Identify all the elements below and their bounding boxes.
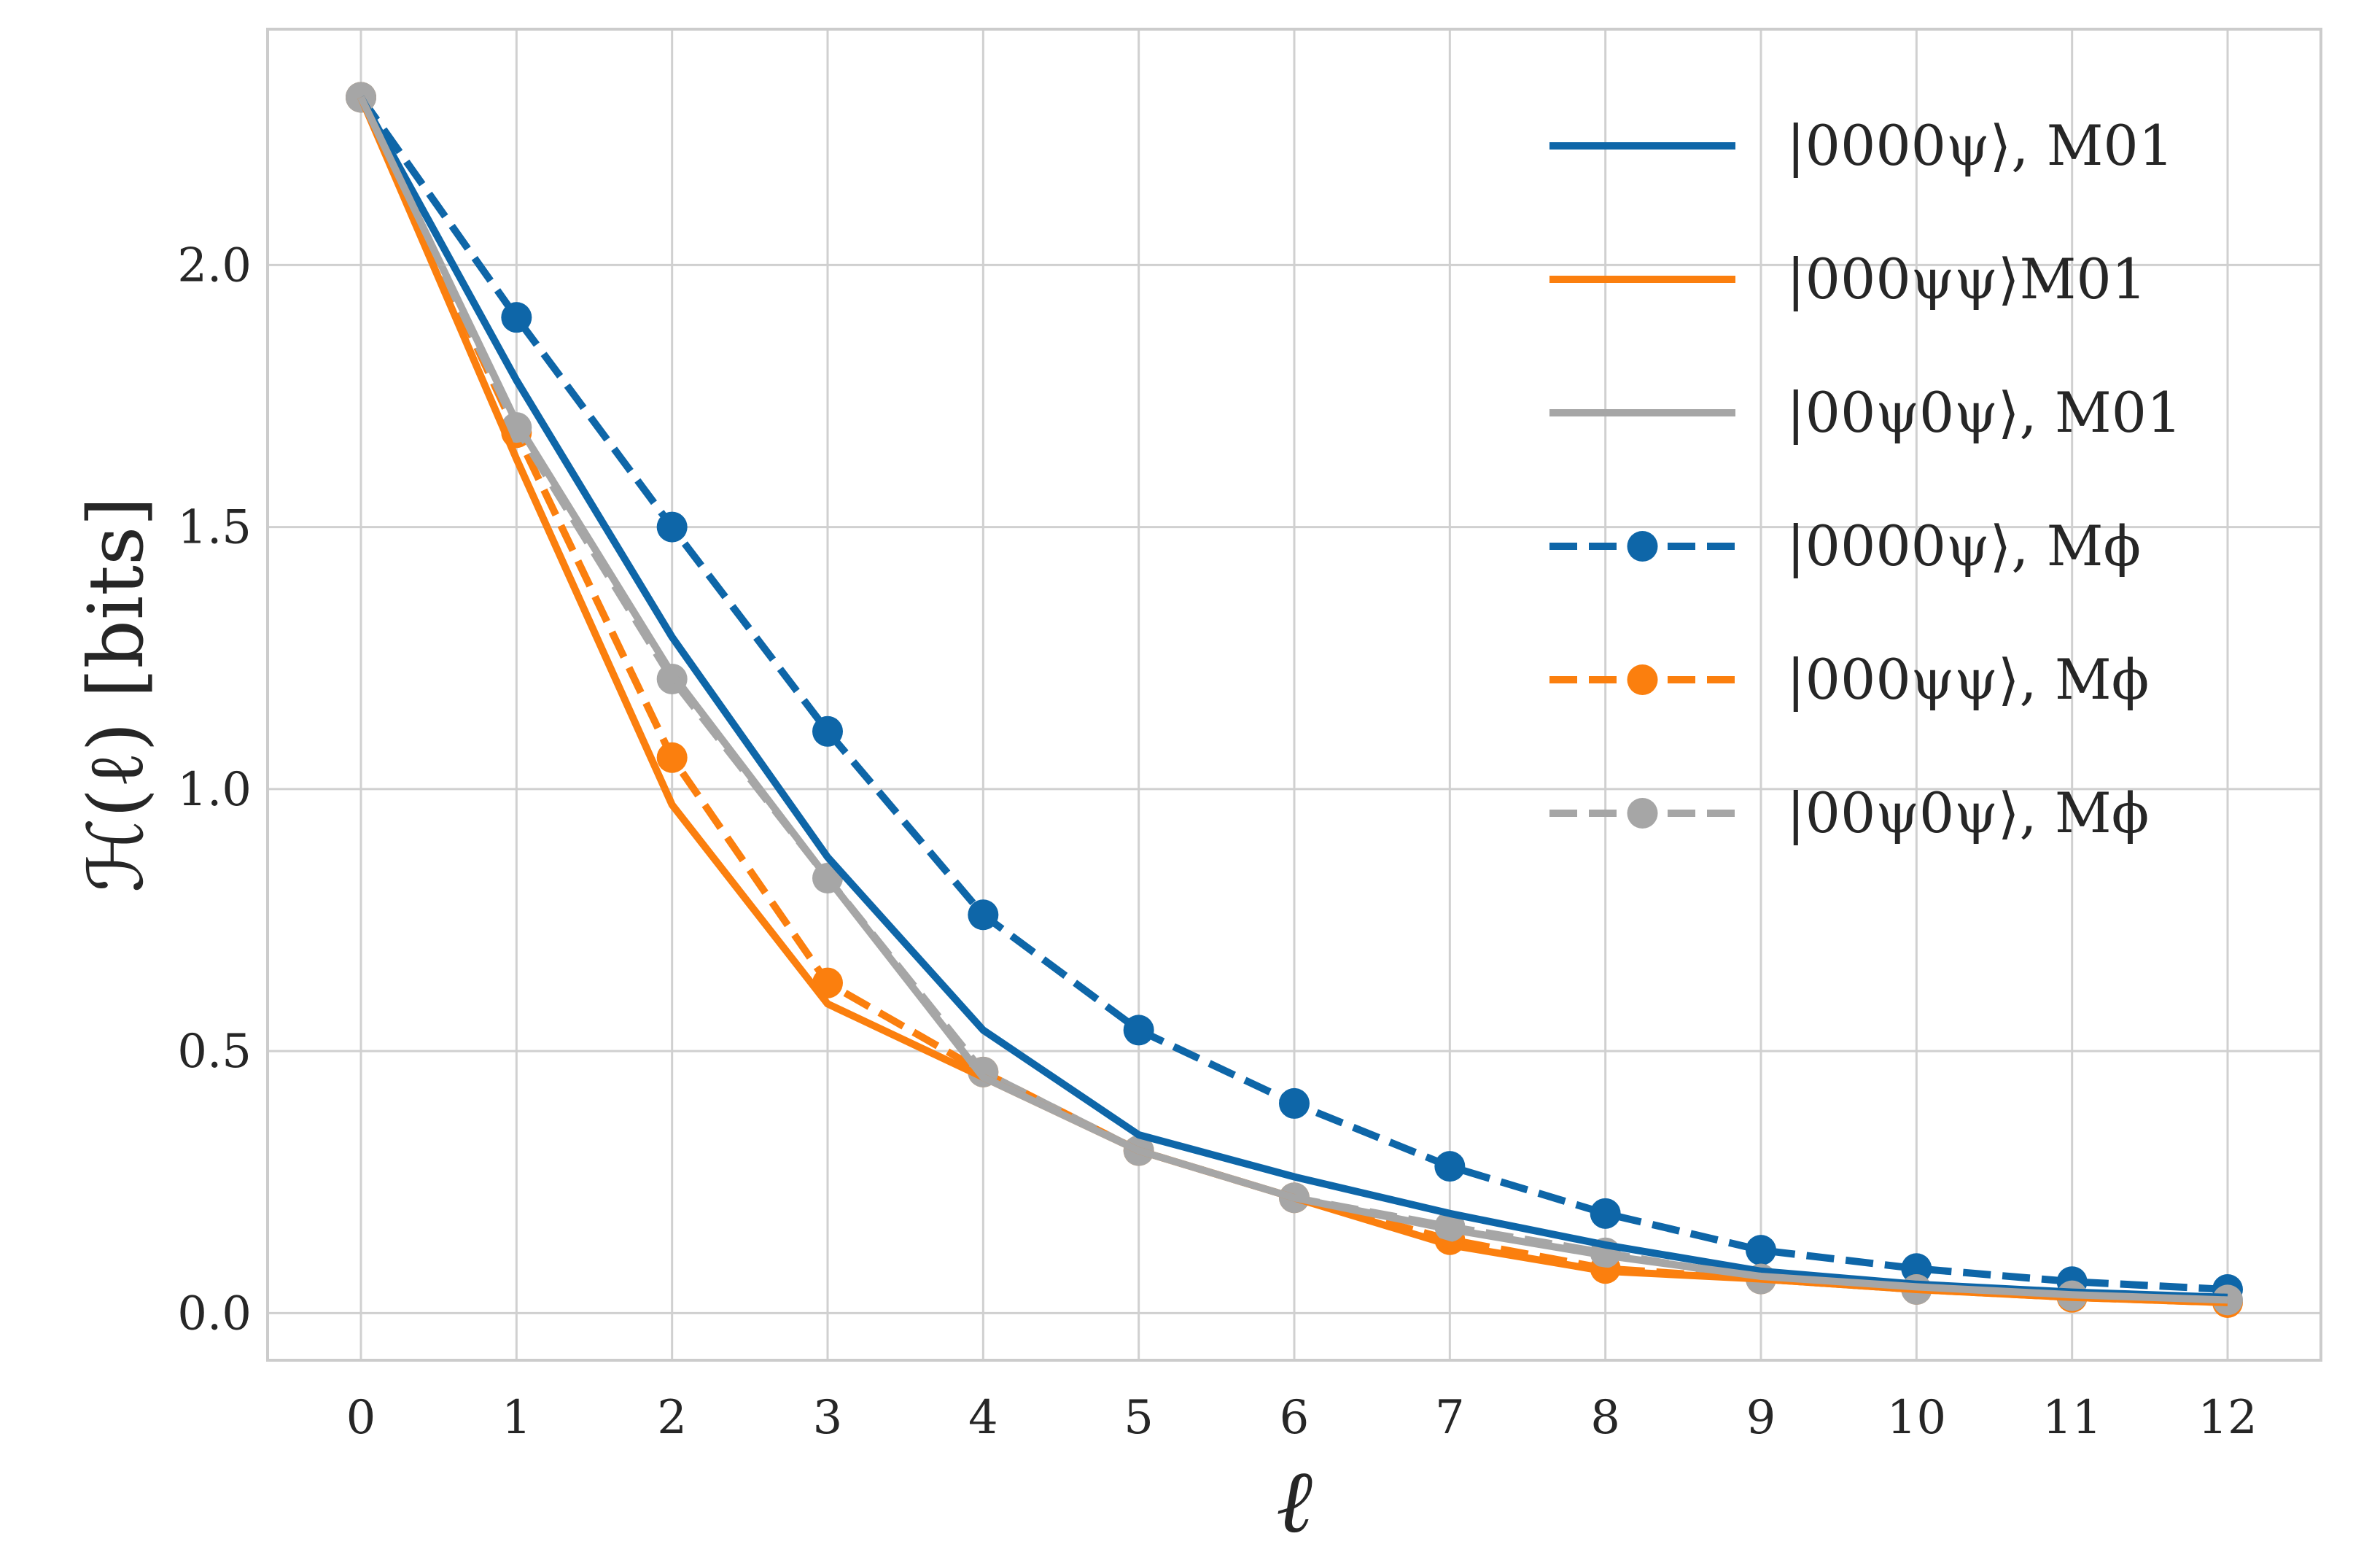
- series-layer: [346, 82, 2243, 1318]
- legend-label: |0000ψ⟩, M01: [1786, 113, 2174, 178]
- plot-frame: [266, 28, 2322, 1362]
- legend-label: |00ψ0ψ⟩, Mϕ: [1786, 780, 2149, 845]
- y-tick-label: 0.0: [177, 1287, 252, 1341]
- series-3: [346, 82, 2243, 1306]
- y-tick-label: 0.5: [177, 1025, 252, 1079]
- data-point: [1901, 1253, 1932, 1284]
- y-tick-label: 2.0: [177, 238, 252, 292]
- data-point: [1123, 1015, 1154, 1046]
- y-tick-label: 1.0: [177, 763, 252, 817]
- data-point: [812, 715, 843, 747]
- legend-item: |0000ψ⟩, Mϕ: [1549, 513, 2141, 578]
- tick-labels: 0 1 2 3 4 5 6 7 8 9 10 11 120.00.51.01.52.0: [177, 238, 2258, 1445]
- x-tick-label: 4: [968, 1391, 998, 1445]
- legend-item: |000ψψ⟩, Mϕ: [1549, 647, 2149, 712]
- legend-item: |0000ψ⟩, M01: [1549, 113, 2174, 178]
- data-point: [1279, 1087, 1310, 1119]
- x-tick-label: 10: [1887, 1391, 1946, 1445]
- legend: |0000ψ⟩, M01 |000ψψ⟩M01 |00ψ0ψ⟩, M01 |0000ψ…: [1549, 113, 2182, 845]
- grid: [268, 29, 2321, 1360]
- legend-marker: [1627, 664, 1658, 695]
- x-tick-label: 12: [2198, 1391, 2257, 1445]
- legend-item: |00ψ0ψ⟩, Mϕ: [1549, 780, 2149, 845]
- legend-marker: [1627, 531, 1658, 562]
- x-tick-label: 2: [657, 1391, 687, 1445]
- x-tick-label: 7: [1435, 1391, 1465, 1445]
- legend-label: |00ψ0ψ⟩, M01: [1786, 380, 2182, 445]
- legend-label: |000ψψ⟩M01: [1786, 247, 2147, 311]
- legend-label: |000ψψ⟩, Mϕ: [1786, 647, 2149, 712]
- x-tick-label: 8: [1590, 1391, 1620, 1445]
- data-point: [1746, 1235, 1776, 1266]
- legend-item: |000ψψ⟩M01: [1549, 247, 2147, 311]
- legend-item: |00ψ0ψ⟩, M01: [1549, 380, 2182, 445]
- data-point: [1434, 1151, 1466, 1182]
- x-axis-title: ℓ: [1276, 1451, 1312, 1553]
- legend-marker: [1627, 798, 1658, 829]
- y-axis-title: ℋ(ℓ) [bits]: [71, 497, 160, 893]
- x-tick-label: 9: [1746, 1391, 1776, 1445]
- series-2: [357, 96, 2228, 1304]
- series-line: [357, 96, 2228, 1304]
- data-point: [656, 742, 688, 773]
- x-tick-label: 0: [346, 1391, 376, 1445]
- data-point: [656, 511, 688, 543]
- x-tick-label: 11: [2042, 1391, 2101, 1445]
- data-point: [1590, 1198, 1621, 1229]
- x-tick-label: 6: [1280, 1391, 1310, 1445]
- x-tick-label: 1: [502, 1391, 532, 1445]
- y-tick-label: 1.5: [177, 501, 252, 555]
- legend-label: |0000ψ⟩, Mϕ: [1786, 513, 2141, 578]
- data-point: [501, 302, 532, 333]
- x-tick-label: 3: [813, 1391, 843, 1445]
- data-point: [968, 899, 999, 931]
- x-tick-label: 5: [1124, 1391, 1154, 1445]
